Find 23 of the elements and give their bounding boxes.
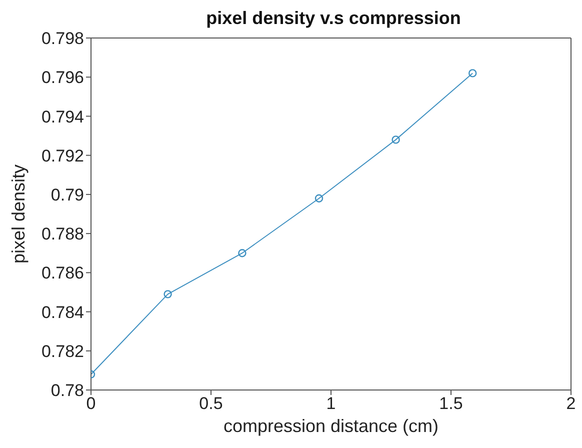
y-tick-label: 0.792 [41, 146, 84, 166]
y-tick-label: 0.798 [41, 29, 84, 48]
y-tick-label: 0.796 [41, 68, 84, 88]
y-tick-label: 0.784 [41, 302, 84, 322]
x-tick-label: 2 [566, 394, 576, 414]
y-tick-label: 0.788 [41, 224, 84, 244]
x-tick-label: 1 [326, 394, 336, 414]
point [314, 194, 324, 202]
point [392, 136, 400, 144]
point [164, 290, 172, 298]
y-tick-label: 0.79 [50, 185, 84, 204]
x-tick-label: 0.5 [199, 394, 223, 414]
y-tick-label: 0.78 [50, 381, 84, 400]
x-tick-label: 0 [86, 394, 96, 414]
point [238, 249, 246, 258]
chart-title: pixel density v.s compression [205, 8, 462, 29]
y-tick-label: 0.786 [41, 264, 84, 283]
x-axis-title: compression distance (cm) [223, 416, 439, 436]
y-axis-title: pixel density [8, 164, 28, 264]
x-tick-label: 1.5 [439, 394, 463, 414]
point [468, 69, 477, 78]
y-tick-label: 0.794 [41, 107, 84, 126]
y-tick-label: 0.782 [41, 342, 84, 361]
